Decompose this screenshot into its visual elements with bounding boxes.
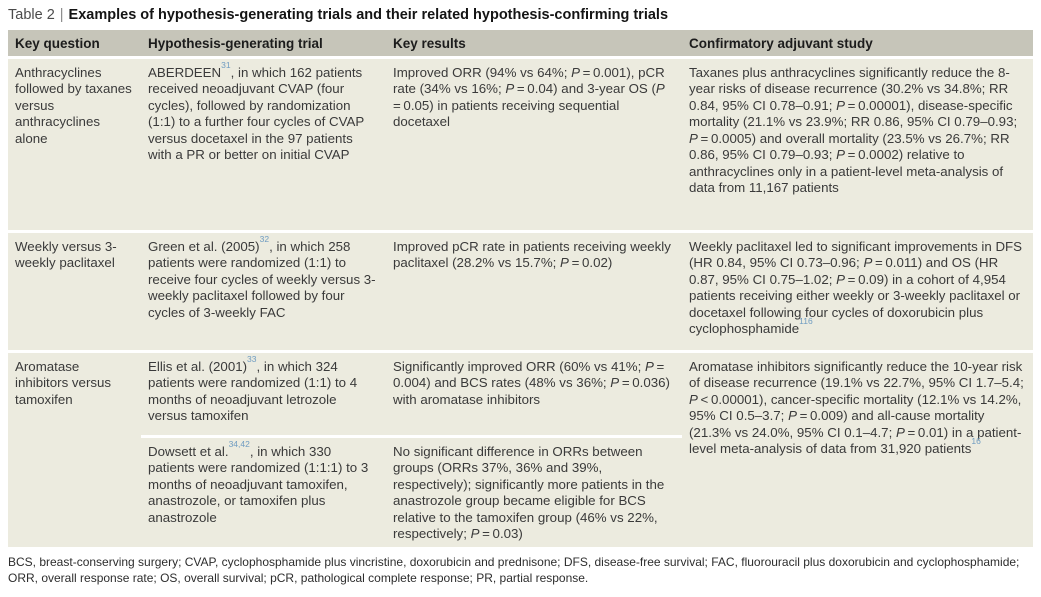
citation-ref[interactable]: 34,42 [228, 438, 250, 449]
col-header-key-question: Key question [8, 30, 141, 56]
table-title: Table 2 | Examples of hypothesis-generatin… [8, 5, 1033, 25]
confirmatory-cell: Taxanes plus anthracyclines significantl… [682, 59, 1033, 230]
key-results-cell: Significantly improved ORR (60% vs 41%; … [386, 353, 682, 435]
key-question-cell: Aromatase inhibitors versus tamoxifen [8, 353, 141, 547]
key-results-cell: No significant difference in ORRs betwee… [386, 438, 682, 547]
trial-cell: Dowsett et al.34,42, in which 330 patien… [141, 438, 386, 547]
abbreviations-footnote: BCS, breast-conserving surgery; CVAP, cy… [8, 554, 1020, 586]
trial-cell: ABERDEEN31, in which 162 patients receiv… [141, 59, 386, 230]
trials-table: Key question Hypothesis-generating trial… [8, 30, 1033, 547]
confirmatory-cell: Aromatase inhibitors significantly reduc… [682, 353, 1033, 547]
table-number: Table 2 [8, 7, 55, 23]
title-separator: | [59, 7, 64, 23]
citation-ref[interactable]: 32 [259, 233, 270, 244]
key-question-cell: Weekly versus 3-weekly paclitaxel [8, 233, 141, 350]
citation-ref[interactable]: 33 [247, 353, 257, 364]
col-header-confirmatory-adjuvant-study: Confirmatory adjuvant study [682, 30, 1033, 56]
key-results-cell: Improved pCR rate in patients receiving … [386, 233, 682, 350]
citation-ref[interactable]: 16 [971, 436, 981, 447]
table-title-text: Examples of hypothesis-generating trials… [68, 7, 669, 23]
trial-cell: Green et al. (2005)32, in which 258 pati… [141, 233, 386, 350]
citation-ref[interactable]: 31 [221, 59, 231, 70]
col-header-key-results: Key results [386, 30, 682, 56]
key-results-cell: Improved ORR (94% vs 64%; P = 0.001), pC… [386, 59, 682, 230]
trial-cell: Ellis et al. (2001)33, in which 324 pati… [141, 353, 386, 435]
key-question-cell: Anthracyclines followed by taxanes versu… [8, 59, 141, 230]
citation-ref[interactable]: 116 [799, 316, 813, 327]
col-header-hypothesis-generating-trial: Hypothesis-generating trial [141, 30, 386, 56]
confirmatory-cell: Weekly paclitaxel led to significant imp… [682, 233, 1033, 350]
